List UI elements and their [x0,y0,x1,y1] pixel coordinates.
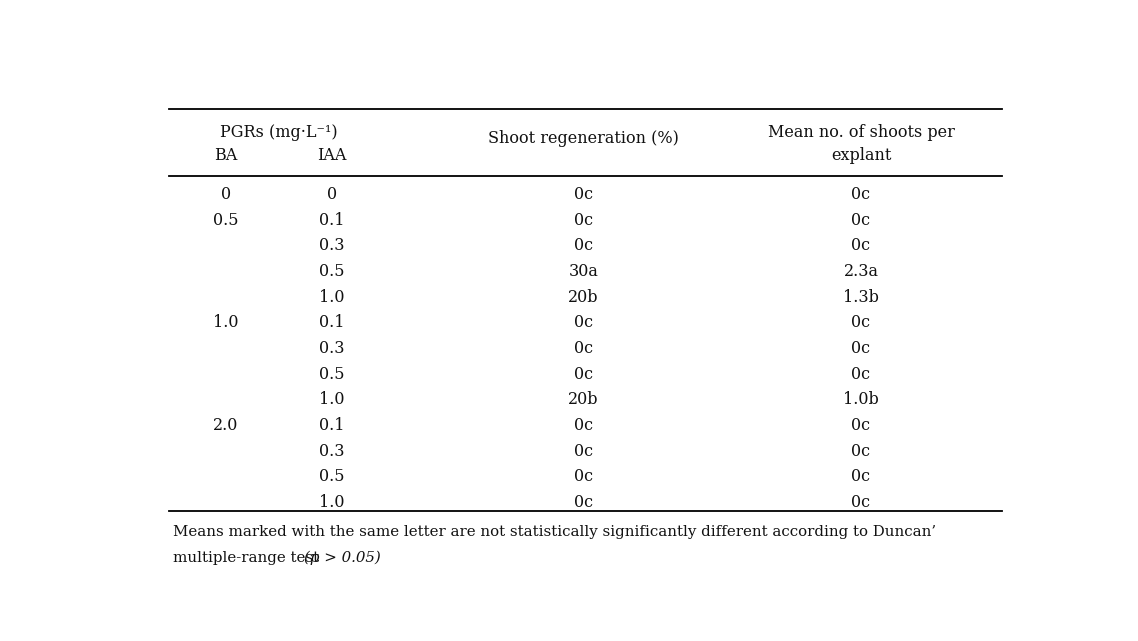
Text: 0: 0 [327,186,337,203]
Text: 0c: 0c [851,468,871,485]
Text: 0.1: 0.1 [319,417,345,434]
Text: 1.0b: 1.0b [843,391,879,408]
Text: PGRs (mg·L⁻¹): PGRs (mg·L⁻¹) [220,124,338,141]
Text: 0.5: 0.5 [319,365,345,383]
Text: 0.5: 0.5 [213,212,239,229]
Text: 0c: 0c [574,417,593,434]
Text: Means marked with the same letter are not statistically significantly different : Means marked with the same letter are no… [173,525,937,539]
Text: 20b: 20b [568,391,599,408]
Text: 1.0: 1.0 [319,494,345,511]
Text: 0c: 0c [574,186,593,203]
Text: 0c: 0c [574,442,593,460]
Text: 0c: 0c [574,212,593,229]
Text: 0c: 0c [851,186,871,203]
Text: 0: 0 [221,186,231,203]
Text: 0.3: 0.3 [319,340,345,357]
Text: 20b: 20b [568,288,599,306]
Text: 0c: 0c [851,442,871,460]
Text: 1.0: 1.0 [319,391,345,408]
Text: 0c: 0c [574,314,593,331]
Text: 0.3: 0.3 [319,442,345,460]
Text: 0c: 0c [851,417,871,434]
Text: 1.3b: 1.3b [843,288,879,306]
Text: Shoot regeneration (%): Shoot regeneration (%) [488,130,678,147]
Text: 0c: 0c [851,314,871,331]
Text: 0.5: 0.5 [319,468,345,485]
Text: 0.3: 0.3 [319,237,345,254]
Text: explant: explant [831,147,891,164]
Text: 0c: 0c [574,237,593,254]
Text: 0c: 0c [574,468,593,485]
Text: BA: BA [214,147,238,164]
Text: 0c: 0c [851,365,871,383]
Text: 1.0: 1.0 [319,288,345,306]
Text: 0c: 0c [574,365,593,383]
Text: 0.1: 0.1 [319,314,345,331]
Text: (p > 0.05): (p > 0.05) [304,551,380,565]
Text: 0.1: 0.1 [319,212,345,229]
Text: 2.0: 2.0 [213,417,239,434]
Text: IAA: IAA [318,147,347,164]
Text: 30a: 30a [568,263,599,280]
Text: 0.5: 0.5 [319,263,345,280]
Text: multiple-range test: multiple-range test [173,551,324,565]
Text: 0c: 0c [851,340,871,357]
Text: 0c: 0c [574,340,593,357]
Text: 0c: 0c [851,237,871,254]
Text: 2.3a: 2.3a [843,263,879,280]
Text: 0c: 0c [851,494,871,511]
Text: 0c: 0c [574,494,593,511]
Text: Mean no. of shoots per: Mean no. of shoots per [768,124,955,141]
Text: 1.0: 1.0 [213,314,239,331]
Text: 0c: 0c [851,212,871,229]
